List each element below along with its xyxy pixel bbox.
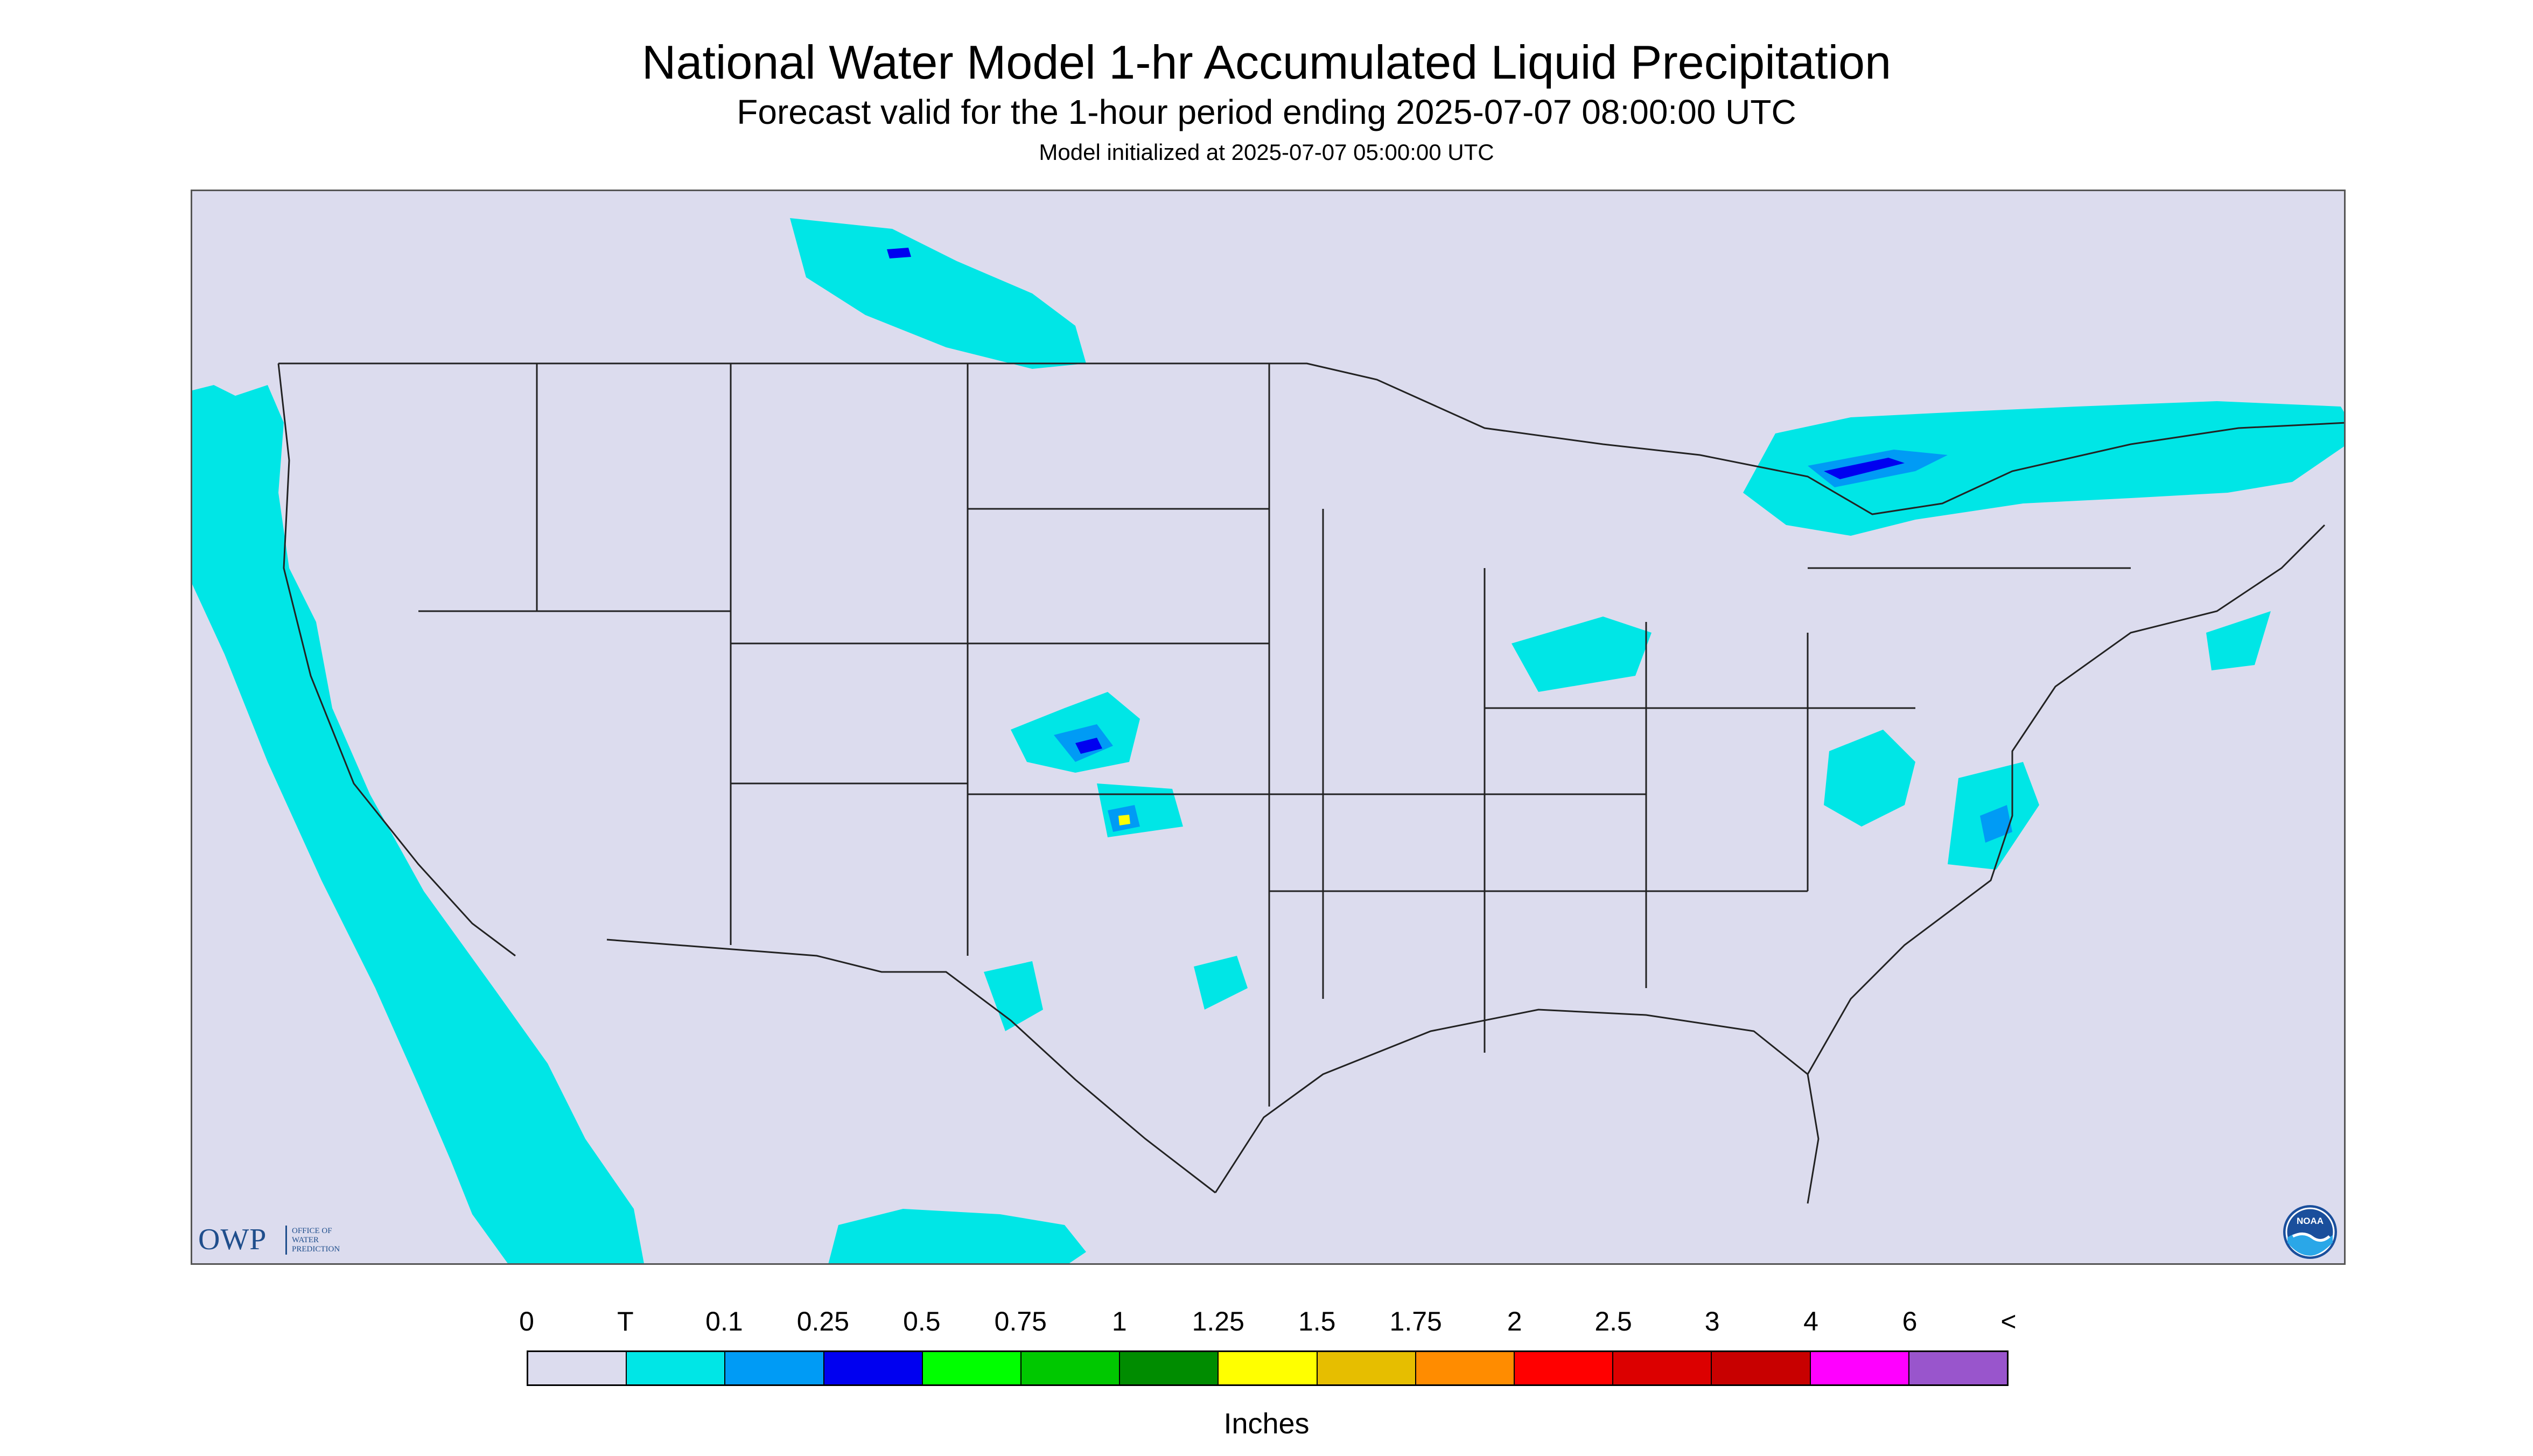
precip-mexico-north xyxy=(984,961,1043,1031)
noaa-logo-text: NOAA xyxy=(2296,1216,2324,1226)
precip-cell-nc xyxy=(1980,805,2012,843)
owp-logo-line1: OFFICE OF xyxy=(292,1227,332,1235)
valid-time-subtitle: Forecast valid for the 1-hour period end… xyxy=(737,93,1796,131)
legend-swatch xyxy=(1317,1352,1416,1384)
precip-cell-oklahoma-core xyxy=(1118,815,1130,825)
legend-tick-label: 1.5 xyxy=(1298,1306,1336,1336)
legend-tick-label: 1.75 xyxy=(1389,1306,1442,1336)
legend-tick-label: 6 xyxy=(1902,1306,1918,1336)
precip-cell-kansas-core xyxy=(1075,738,1102,754)
precip-texas xyxy=(1194,956,1248,1010)
precip-new-england xyxy=(2206,611,2271,670)
precipitation-map[interactable] xyxy=(191,190,2346,1265)
noaa-emblem-icon xyxy=(2283,1205,2337,1259)
precip-west-coast xyxy=(192,385,644,1263)
precip-illinois xyxy=(1512,617,1652,692)
legend-swatch xyxy=(725,1352,824,1384)
precip-cell-ontario-core xyxy=(1824,458,1905,479)
legend-swatch xyxy=(1120,1352,1219,1384)
legend-tick-label: T xyxy=(617,1306,634,1336)
owp-logo-line3: PREDICTION xyxy=(292,1245,340,1254)
legend-tick-label: 2.5 xyxy=(1594,1306,1632,1336)
pacific-coast xyxy=(277,363,516,957)
legend-tick-label: 0.75 xyxy=(994,1306,1047,1336)
legend-tick-label: 0 xyxy=(519,1306,534,1336)
legend-swatch xyxy=(1712,1352,1811,1384)
legend-tick-label: 4 xyxy=(1803,1306,1818,1336)
legend-swatch xyxy=(1515,1352,1614,1384)
legend-swatch xyxy=(1021,1352,1121,1384)
state-boundaries xyxy=(277,362,2344,1204)
map-canvas xyxy=(192,191,2344,1263)
legend-swatch xyxy=(922,1352,1022,1384)
legend-tick-label: 0.25 xyxy=(796,1306,850,1336)
atlantic-coast xyxy=(1807,524,2326,1075)
owp-logo-divider xyxy=(285,1226,287,1255)
legend-swatch xyxy=(824,1352,923,1384)
precip-virginia xyxy=(1824,730,1915,827)
owp-logo-line2: WATER xyxy=(292,1236,319,1244)
legend-swatch xyxy=(1810,1352,1909,1384)
state-lines-east xyxy=(1268,363,2131,1107)
model-init-time: Model initialized at 2025-07-07 05:00:00… xyxy=(1039,139,1494,165)
legend-swatch xyxy=(1416,1352,1515,1384)
legend-tick-label: 2 xyxy=(1507,1306,1522,1336)
legend-swatch xyxy=(528,1352,627,1384)
precip-cell-dakota xyxy=(887,248,911,258)
legend-tick-label: 3 xyxy=(1704,1306,1720,1336)
legend-swatch xyxy=(1909,1352,2007,1384)
us-mexico-border xyxy=(606,939,1216,1194)
precip-colorbar xyxy=(527,1350,2009,1386)
legend-tick-label: 0.1 xyxy=(705,1306,743,1336)
legend-units-label: Inches xyxy=(1223,1408,1310,1440)
legend-swatch xyxy=(627,1352,726,1384)
us-canada-border xyxy=(278,362,2344,515)
noaa-logo: NOAA xyxy=(2282,1204,2338,1260)
state-lines-west xyxy=(418,363,1323,956)
owp-logo-letters: OWP xyxy=(198,1223,267,1256)
owp-logo: OWP OFFICE OF WATER PREDICTION xyxy=(198,1221,376,1259)
page-title: National Water Model 1-hr Accumulated Li… xyxy=(641,36,1892,89)
legend-tick-label: 1 xyxy=(1111,1306,1127,1336)
legend-tick-label: < xyxy=(2000,1306,2017,1336)
gulf-coast xyxy=(1214,1009,1820,1204)
precip-mexico-south xyxy=(828,1209,1086,1263)
legend-tick-label: 0.5 xyxy=(903,1306,941,1336)
legend-swatch xyxy=(1219,1352,1318,1384)
precip-dakota xyxy=(790,218,1086,369)
legend-tick-label: 1.25 xyxy=(1192,1306,1244,1336)
precip-heavy-cells xyxy=(887,248,2012,843)
legend-swatch xyxy=(1613,1352,1712,1384)
